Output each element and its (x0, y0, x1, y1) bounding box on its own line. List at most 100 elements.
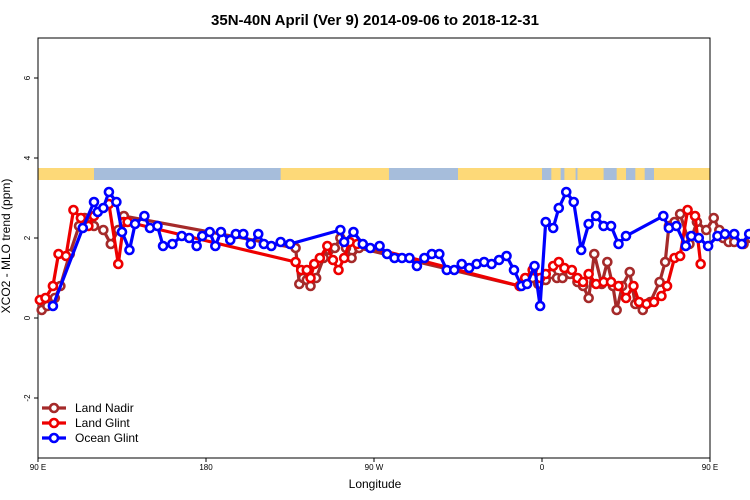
ocean-glint-point (335, 224, 346, 236)
ocean-glint-point (501, 250, 512, 262)
legend-item-land-glint: Land Glint (42, 416, 130, 430)
ocean-glint-point (568, 196, 580, 208)
ocean-glint-point (702, 240, 714, 252)
land-glint-point (68, 204, 79, 216)
land-band (564, 168, 576, 180)
land-glint-point (112, 258, 124, 270)
legend-label: Ocean Glint (75, 431, 139, 445)
ocean-glint-point (613, 238, 624, 250)
land-glint-point (583, 268, 594, 280)
ocean-glint-point (77, 222, 89, 234)
land-glint-point (60, 250, 72, 262)
ocean-glint-point (605, 220, 617, 232)
ocean-glint-point (215, 226, 227, 238)
land-band (654, 168, 710, 180)
land-glint-point (566, 264, 578, 276)
land-glint-point (661, 280, 673, 292)
legend-swatch-marker (48, 432, 60, 444)
x-tick-label: 90 E (30, 463, 46, 472)
land-glint-point (47, 280, 59, 292)
ocean-glint-point (620, 230, 632, 242)
legend-label: Land Glint (75, 416, 130, 430)
y-tick-label: -2 (23, 394, 32, 402)
ocean-glint-point (529, 260, 540, 272)
land-nadir-point (708, 212, 720, 224)
land-glint-point (656, 290, 667, 302)
ocean-glint-point (116, 226, 128, 238)
ocean-glint-point (590, 210, 602, 222)
land-band (635, 168, 645, 180)
y-tick-label: 2 (23, 235, 32, 240)
ocean-glint-point (521, 278, 533, 290)
ocean-glint-point (238, 228, 249, 240)
land-ocean-strip (38, 168, 710, 180)
land-band (551, 168, 561, 180)
land-nadir-point (624, 266, 636, 278)
land-glint-point (305, 272, 316, 284)
ocean-glint-point (508, 264, 520, 276)
x-tick-label: 180 (199, 463, 213, 472)
ocean-glint-point (743, 228, 750, 240)
x-tick-label: 0 (540, 463, 545, 472)
land-glint-point (75, 212, 87, 224)
ocean-glint-point (124, 244, 135, 256)
ocean-glint-point (47, 300, 59, 312)
legend-item-land-nadir: Land Nadir (42, 401, 134, 415)
land-nadir-point (602, 256, 613, 268)
ocean-glint-point (736, 238, 748, 250)
ocean-glint-point (191, 240, 202, 252)
ocean-glint-point (152, 220, 163, 232)
land-nadir-point (659, 256, 671, 268)
land-band (458, 168, 542, 180)
land-nadir-point (611, 304, 622, 316)
ocean-glint-point (129, 218, 141, 230)
land-nadir-point (700, 224, 712, 236)
land-glint-point (689, 210, 701, 222)
ocean-glint-point (338, 236, 350, 248)
land-glint-point (290, 256, 301, 268)
ocean-glint-point (728, 228, 740, 240)
ocean-glint-point (553, 202, 565, 214)
ocean-glint-point (671, 220, 682, 232)
land-glint-point (695, 258, 706, 270)
land-glint-point (40, 292, 51, 304)
ocean-glint-point (364, 242, 376, 254)
legend-item-ocean-glint: Ocean Glint (42, 431, 139, 445)
ocean-glint-point (348, 226, 359, 238)
ocean-glint-point (98, 202, 109, 214)
ocean-glint-point (204, 226, 216, 238)
x-tick-label: 90 E (702, 463, 718, 472)
land-glint-point (620, 292, 632, 304)
ocean-glint-point (693, 232, 705, 244)
ocean-glint-point (719, 228, 731, 240)
series-ocean-glint (47, 186, 750, 312)
ocean-glint-point (560, 186, 572, 198)
land-glint-point (628, 280, 639, 292)
ocean-glint-point (534, 300, 546, 312)
ocean-glint-point (224, 234, 236, 246)
chart-title: 35N-40N April (Ver 9) 2014-09-06 to 2018… (211, 12, 539, 29)
ocean-glint-point (583, 218, 594, 230)
series-land-glint (34, 198, 706, 310)
legend-swatch-marker (48, 417, 60, 429)
x-axis: 90 E 180 90 W 0 90 E (30, 458, 718, 472)
ocean-glint-point (167, 238, 178, 250)
y-tick-label: 6 (23, 75, 32, 80)
land-glint-point (674, 250, 686, 262)
land-band (280, 168, 389, 180)
land-glint-point (314, 252, 326, 264)
land-glint-point (613, 280, 624, 292)
land-glint-point (308, 258, 320, 270)
ocean-glint-point (157, 240, 169, 252)
land-glint-point (682, 204, 693, 216)
land-band (577, 168, 604, 180)
ocean-glint-point (404, 252, 415, 264)
ocean-glint-point (540, 216, 552, 228)
ocean-glint-point (448, 264, 460, 276)
land-glint-point (322, 240, 333, 252)
land-glint-point (333, 264, 344, 276)
ocean-glint-point (374, 240, 385, 252)
series-layer (34, 186, 750, 316)
ocean-glint-point (210, 240, 221, 252)
